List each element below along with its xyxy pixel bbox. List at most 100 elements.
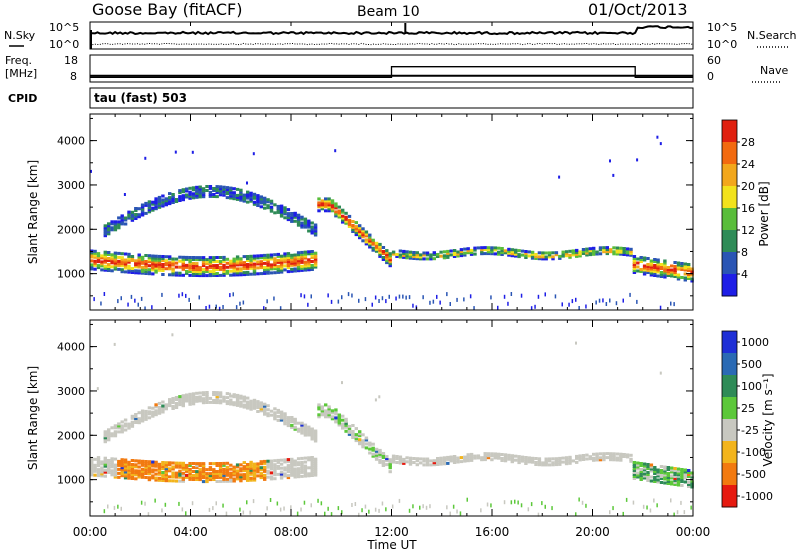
- colorbar-segment: [722, 274, 737, 297]
- echo-cell: [656, 470, 660, 474]
- echo-cell: [181, 196, 185, 200]
- echo-cell: [609, 250, 613, 254]
- echo-cell: [653, 466, 657, 469]
- echo-cell: [334, 204, 338, 208]
- echo-cell: [191, 274, 196, 277]
- echo-cell: [212, 256, 216, 260]
- echo-cell: [181, 461, 185, 465]
- echo-cell: [174, 261, 179, 265]
- echo-cell: [130, 414, 135, 418]
- echo-cell: [123, 262, 128, 266]
- echo-cell: [93, 255, 97, 259]
- echo-cell: [201, 264, 206, 268]
- echo-cell: [585, 453, 589, 457]
- echo-cell: [276, 264, 280, 268]
- echo-cell: [171, 201, 175, 204]
- echo-cell: [303, 217, 308, 221]
- echo-cell: [174, 404, 179, 407]
- echo-cell: [130, 469, 135, 472]
- echo-cell: [151, 462, 155, 466]
- echo-cell: [307, 268, 311, 272]
- echo-cell: [222, 469, 226, 473]
- echo-cell: [581, 252, 586, 255]
- echo-cell: [113, 463, 118, 467]
- scatter-cell: [575, 297, 577, 302]
- echo-cell: [313, 257, 318, 261]
- echo-cell: [636, 269, 640, 273]
- echo-cell: [225, 477, 230, 481]
- echo-cell: [123, 260, 128, 264]
- echo-cell: [313, 431, 318, 435]
- noise-search-line: [89, 42, 694, 46]
- echo-cell: [673, 267, 677, 270]
- echo-cell: [588, 249, 592, 253]
- echo-cell: [154, 203, 158, 207]
- echo-cell: [252, 398, 257, 402]
- echo-cell: [300, 215, 304, 219]
- echo-cell: [419, 255, 423, 259]
- echo-cell: [256, 194, 260, 198]
- echo-cell: [90, 461, 94, 465]
- scatter-cell: [279, 507, 282, 512]
- echo-cell: [368, 245, 372, 249]
- scatter-cell: [215, 501, 217, 506]
- echo-cell: [636, 467, 640, 471]
- echo-cell: [310, 466, 314, 469]
- echo-cell: [656, 474, 660, 478]
- scatter-cell: [456, 509, 458, 514]
- echo-cell: [130, 210, 135, 214]
- echo-cell: [225, 269, 230, 273]
- echo-cell: [520, 249, 525, 253]
- echo-cell: [96, 462, 101, 466]
- echo-cell: [103, 264, 107, 268]
- echo-cell: [683, 266, 687, 270]
- echo-cell: [127, 258, 131, 262]
- echo-cell: [229, 394, 233, 398]
- echo-cell: [358, 236, 362, 240]
- echo-cell: [324, 203, 328, 207]
- echo-cell: [110, 226, 114, 230]
- echo-cell: [137, 263, 141, 267]
- echo-cell: [232, 395, 236, 399]
- echo-cell: [123, 422, 128, 426]
- echo-cell: [140, 475, 145, 479]
- echo-cell: [425, 253, 430, 257]
- colorbar-segment: [722, 441, 737, 464]
- echo-cell: [266, 204, 270, 208]
- echo-cell: [344, 425, 348, 429]
- echo-cell: [296, 265, 301, 269]
- scatter-cell: [673, 302, 675, 307]
- echo-cell: [290, 261, 294, 265]
- echo-cell: [391, 454, 396, 458]
- echo-cell: [307, 474, 311, 478]
- echo-cell: [123, 458, 128, 462]
- echo-cell: [215, 397, 219, 401]
- echo-cell: [208, 190, 213, 194]
- echo-cell: [113, 228, 118, 232]
- echo-cell: [181, 263, 185, 267]
- echo-cell: [259, 195, 263, 199]
- scatter-cell: [215, 304, 217, 309]
- echo-cell: [171, 273, 175, 277]
- scatter-cell: [96, 387, 99, 391]
- echo-cell: [185, 189, 189, 193]
- echo-cell: [96, 264, 101, 268]
- echo-cell: [381, 258, 386, 261]
- echo-cell: [307, 425, 311, 429]
- echo-cell: [266, 265, 270, 269]
- echo-cell: [269, 255, 274, 259]
- echo-cell: [378, 448, 382, 452]
- echo-cell: [201, 462, 206, 466]
- echo-cell: [103, 254, 107, 258]
- echo-cell: [205, 401, 209, 404]
- echo-cell: [110, 253, 114, 257]
- echo-cell: [151, 266, 155, 270]
- scatter-cell: [103, 292, 106, 296]
- echo-cell: [276, 260, 280, 264]
- scatter-cell: [147, 512, 150, 517]
- echo-cell: [134, 465, 138, 469]
- echo-cell: [313, 253, 318, 257]
- echo-cell: [215, 474, 219, 477]
- echo-cell: [341, 424, 345, 428]
